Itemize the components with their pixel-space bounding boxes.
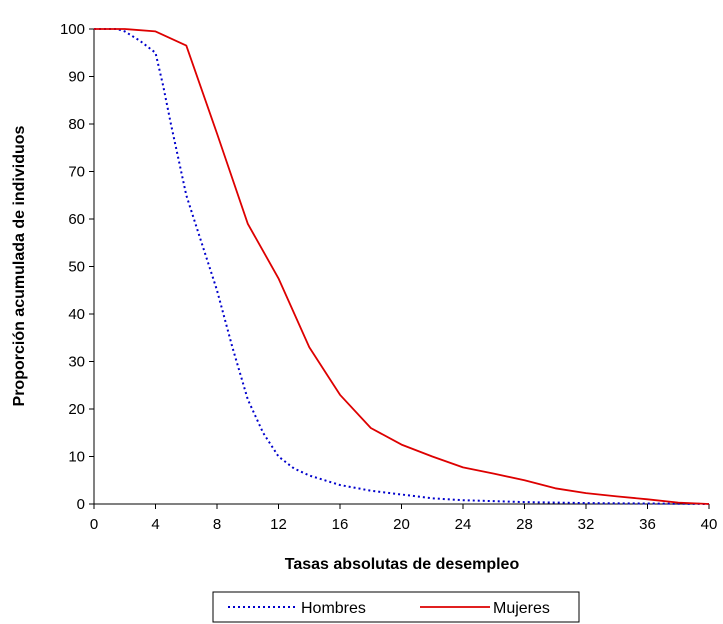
legend-label-mujeres: Mujeres: [493, 600, 550, 617]
y-tick-label: 90: [68, 69, 85, 86]
legend-label-hombres: Hombres: [301, 600, 366, 617]
x-tick-label: 28: [516, 516, 533, 533]
x-tick-label: 32: [578, 516, 595, 533]
x-tick-label: 16: [332, 516, 349, 533]
y-tick-label: 40: [68, 306, 85, 323]
y-axis-title: Proporción acumulada de individuos: [11, 125, 28, 406]
x-tick-label: 0: [90, 516, 98, 533]
y-tick-label: 70: [68, 164, 85, 181]
x-tick-label: 40: [701, 516, 718, 533]
y-tick-label: 50: [68, 259, 85, 276]
series-line-mujeres: [94, 28, 710, 505]
x-tick-label: 24: [455, 516, 472, 533]
x-tick-label: 36: [639, 516, 656, 533]
y-tick-label: 20: [68, 401, 85, 418]
legend: Hombres Mujeres: [212, 591, 580, 623]
y-tick-label: 60: [68, 211, 85, 228]
series-group: [94, 28, 710, 505]
x-tick-label: 8: [213, 516, 221, 533]
axes: 0 10 20 30 40 50 60 70 80 90 100 0 4 8 12 16 20 24 28 32 36 4…: [60, 21, 717, 533]
y-tick-label: 10: [68, 449, 85, 466]
y-tick-label: 80: [68, 116, 85, 133]
x-tick-label: 20: [393, 516, 410, 533]
y-tick-label: 100: [60, 21, 85, 38]
series-line-hombres: [94, 28, 710, 505]
x-tick-label: 12: [270, 516, 287, 533]
y-tick-label: 0: [77, 496, 85, 513]
x-tick-label: 4: [151, 516, 159, 533]
y-tick-label: 30: [68, 354, 85, 371]
x-axis-title: Tasas absolutas de desempleo: [285, 556, 520, 573]
